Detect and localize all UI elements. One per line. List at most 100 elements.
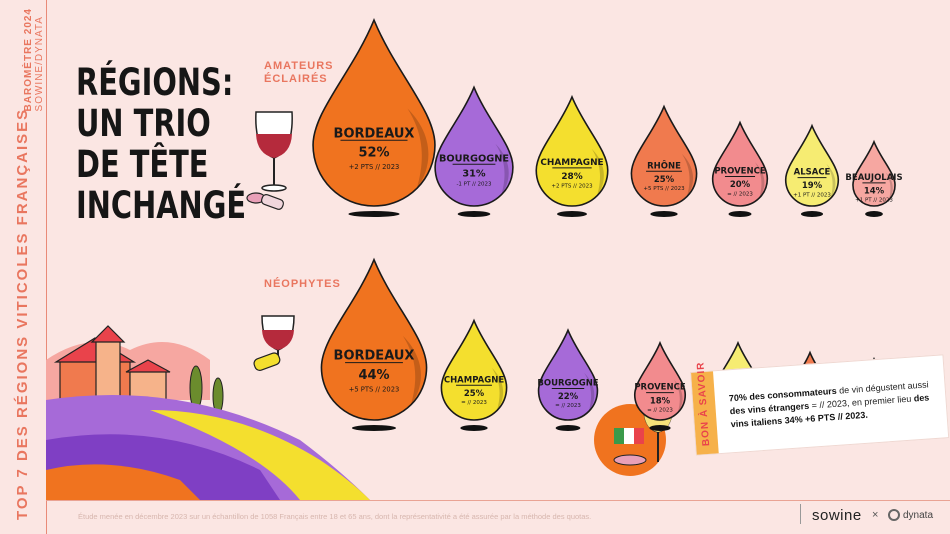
drop-shade: [407, 108, 429, 189]
drop-0-6: BEAUJOLAIS 14% +1 PT // 2023: [845, 139, 903, 217]
drop-value-label: 25%: [464, 389, 485, 399]
drop-value-label: 31%: [462, 168, 486, 179]
drop-shape: [852, 139, 896, 207]
cork-icon: [246, 192, 284, 210]
drop-1-2: BOURGOGNE 22%= // 2023: [537, 328, 599, 431]
drop-value-label: 22%: [558, 392, 579, 402]
drop-value-label: 18%: [650, 396, 671, 406]
drop-category-label: BEAUJOLAIS: [845, 173, 902, 183]
drop-shade: [885, 172, 893, 201]
group-label-amateurs-line2: ÉCLAIRÉS: [264, 73, 328, 85]
drop-value-label: 19%: [802, 181, 823, 191]
drop-value-label: 14%: [864, 186, 885, 196]
drop-shade: [495, 143, 509, 196]
drop-category-label: BOURGOGNE: [439, 153, 509, 164]
drop-category-label: PROVENCE: [714, 167, 766, 177]
footer-divider: [46, 500, 950, 501]
drop-0-0: BORDEAUX 52% +2 PTS // 2023: [312, 18, 436, 217]
drop-shade: [402, 335, 421, 406]
drop-0-5: ALSACE 19%+1 PT // 2023: [784, 123, 840, 217]
drop-0-3: RHÔNE 25%+5 PTS // 2023: [630, 104, 698, 217]
sowine-logo: sowine: [812, 507, 862, 524]
drop-0-2: CHAMPAGNE 28% +2 PTS // 2023: [535, 94, 609, 217]
wine-glass-icon: [255, 111, 293, 192]
drop-0-4: PROVENCE 20%= // 2023: [711, 120, 769, 217]
drop-1-3: PROVENCE 18%= // 2023: [633, 340, 687, 431]
drop-value-label: 44%: [358, 368, 389, 383]
drop-change-label: +1 PT // 2023: [855, 198, 893, 204]
info-tag-label: BON À SAVOIR: [695, 361, 713, 447]
drop-shade: [491, 367, 504, 411]
drop-change-label: +2 PTS // 2023: [551, 184, 593, 190]
drop-change-label: = // 2023: [461, 400, 487, 406]
drop-shape: [630, 104, 698, 207]
drop-change-label: +5 PTS // 2023: [349, 385, 400, 393]
drop-shade: [584, 372, 595, 412]
drop-shadow: [555, 425, 581, 431]
drop-shadow: [460, 425, 488, 431]
vineyard-landscape: [46, 325, 370, 500]
drop-category-label: BORDEAUX: [334, 126, 415, 141]
title-line-1: RÉGIONS:: [76, 61, 234, 104]
drop-change-label: -1 PT // 2023: [456, 182, 492, 188]
drop-shadow: [800, 211, 824, 217]
drop-shadow: [728, 211, 752, 217]
info-tag: BON À SAVOIR: [691, 361, 719, 455]
drop-shadow: [865, 211, 883, 217]
drop-category-label: PROVENCE: [634, 383, 686, 393]
drop-category-label: CHAMPAGNE: [540, 158, 603, 168]
title-line-3: DE TÊTE: [76, 143, 209, 186]
drop-shape: [784, 123, 840, 207]
page-title: RÉGIONS: UN TRIO DE TÊTE INCHANGÉ: [76, 62, 246, 226]
drop-1-0: BORDEAUX 44% +5 PTS // 2023: [320, 257, 428, 431]
group-label-neophytes: NÉOPHYTES: [264, 278, 341, 290]
drop-shadow: [457, 211, 491, 217]
drop-change-label: = // 2023: [647, 407, 673, 413]
wine-glass-icon: [261, 315, 295, 356]
drop-0-1: BOURGOGNE 31% -1 PT // 2023: [434, 85, 514, 217]
drop-change-label: +5 PTS // 2023: [643, 186, 685, 192]
drop-shape: [633, 340, 687, 421]
footer-separator: [800, 504, 801, 524]
drop-category-label: BOURGOGNE: [537, 378, 598, 388]
drop-shape: [434, 85, 514, 207]
drop-shape: [711, 120, 769, 207]
group-label-amateurs-line1: AMATEURS: [264, 60, 334, 72]
drop-shade: [591, 148, 604, 196]
drop-shape: [440, 318, 508, 421]
drop-value-label: 28%: [561, 172, 582, 182]
drop-value-label: 25%: [654, 175, 675, 185]
group-label-amateurs: AMATEURS ÉCLAIRÉS: [264, 60, 334, 86]
drop-shadow: [649, 425, 671, 431]
drop-shade: [755, 162, 765, 199]
drop-shadow: [556, 211, 588, 217]
info-box: BON À SAVOIR 70% des consommateurs de vi…: [690, 354, 950, 456]
drop-shape: [537, 328, 599, 421]
drop-shade: [681, 153, 694, 197]
drop-shadow: [348, 211, 400, 217]
drop-shadow: [650, 211, 678, 217]
drop-1-1: CHAMPAGNE 25%= // 2023: [440, 318, 508, 431]
drop-shade: [673, 379, 683, 413]
drop-change-label: +1 PT // 2023: [793, 192, 831, 198]
cork-icon: [253, 352, 281, 371]
logo-separator: ×: [872, 509, 879, 521]
drop-shape: [312, 18, 436, 207]
drop-shadow: [351, 425, 397, 431]
title-line-4: INCHANGÉ: [76, 184, 247, 227]
drop-value-label: 20%: [730, 180, 751, 190]
dynata-logo: dynata: [903, 510, 934, 521]
footnote: Étude menée en décembre 2023 sur un écha…: [78, 512, 592, 521]
drop-change-label: +2 PTS // 2023: [349, 163, 400, 171]
info-text: 70% des consommateurs de vin dégustent a…: [729, 378, 937, 431]
drop-value-label: 52%: [358, 146, 389, 161]
drop-change-label: = // 2023: [555, 403, 581, 409]
drop-category-label: ALSACE: [794, 168, 831, 178]
drop-change-label: = // 2023: [727, 191, 753, 197]
drop-category-label: RHÔNE: [647, 159, 681, 171]
dynata-icon: [888, 509, 900, 521]
drop-shade: [826, 163, 836, 199]
